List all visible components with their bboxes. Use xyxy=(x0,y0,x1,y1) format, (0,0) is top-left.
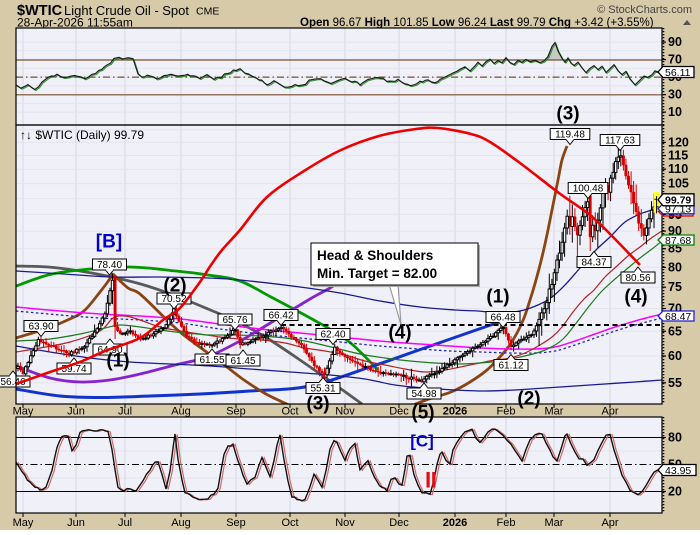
svg-text:Dec: Dec xyxy=(389,406,409,418)
svg-text:Aug: Aug xyxy=(171,517,191,529)
svg-text:2026: 2026 xyxy=(443,406,467,418)
svg-text:87.68: 87.68 xyxy=(665,235,691,247)
svg-text:Jul: Jul xyxy=(118,517,132,529)
svg-text:Apr: Apr xyxy=(601,517,618,529)
svg-text:May: May xyxy=(13,517,34,529)
svg-text:Feb: Feb xyxy=(497,406,516,418)
svg-text:Feb: Feb xyxy=(497,517,516,529)
svg-text:65.76: 65.76 xyxy=(222,315,247,326)
svg-text:43.95: 43.95 xyxy=(665,465,691,477)
svg-text:65: 65 xyxy=(668,324,682,338)
svg-text:54.98: 54.98 xyxy=(411,389,436,400)
svg-text:63.90: 63.90 xyxy=(28,322,53,333)
svg-text:Apr: Apr xyxy=(601,406,618,418)
svg-text:99.79: 99.79 xyxy=(665,195,691,207)
svg-text:[C]: [C] xyxy=(410,432,434,451)
svg-text:Jun: Jun xyxy=(67,406,85,418)
svg-text:84.37: 84.37 xyxy=(581,258,606,269)
svg-text:(5): (5) xyxy=(411,403,434,424)
svg-text:100.48: 100.48 xyxy=(573,184,604,195)
svg-text:97.13: 97.13 xyxy=(665,204,691,216)
svg-text:80.56: 80.56 xyxy=(625,273,650,284)
svg-text:55: 55 xyxy=(668,376,682,390)
svg-text:20: 20 xyxy=(668,485,682,499)
svg-text:© StockCharts.com: © StockCharts.com xyxy=(597,4,692,16)
svg-text:Mar: Mar xyxy=(545,517,564,529)
svg-text:90: 90 xyxy=(668,35,682,49)
svg-text:119.48: 119.48 xyxy=(555,130,585,141)
svg-text:75: 75 xyxy=(668,280,682,294)
svg-text:Sep: Sep xyxy=(226,517,246,529)
svg-text:66.48: 66.48 xyxy=(490,313,515,324)
svg-text:Sep: Sep xyxy=(226,406,246,418)
svg-text:(1): (1) xyxy=(486,287,509,308)
svg-text:CME: CME xyxy=(196,6,219,18)
svg-text:28-Apr-2026 11:55am: 28-Apr-2026 11:55am xyxy=(17,16,133,30)
svg-text:62.40: 62.40 xyxy=(320,330,345,341)
svg-text:56.46: 56.46 xyxy=(0,377,25,388)
svg-text:Jul: Jul xyxy=(118,406,132,418)
svg-text:61.55: 61.55 xyxy=(199,355,224,366)
svg-text:120: 120 xyxy=(668,135,689,149)
svg-text:Mar: Mar xyxy=(545,406,564,418)
svg-text:70: 70 xyxy=(668,53,682,67)
svg-text:78.40: 78.40 xyxy=(97,260,122,271)
svg-text:Aug: Aug xyxy=(171,406,191,418)
svg-text:(2): (2) xyxy=(163,276,186,297)
svg-text:Oct: Oct xyxy=(281,406,298,418)
svg-text:Dec: Dec xyxy=(389,517,409,529)
svg-text:117.63: 117.63 xyxy=(605,136,635,147)
svg-text:(2): (2) xyxy=(517,389,540,410)
svg-text:55.31: 55.31 xyxy=(310,384,335,395)
svg-text:Open 96.67 High 101.85 Low 96.: Open 96.67 High 101.85 Low 96.24 Last 99… xyxy=(300,17,654,29)
svg-text:Jun: Jun xyxy=(67,517,85,529)
svg-text:64.90: 64.90 xyxy=(97,345,122,356)
svg-text:105: 105 xyxy=(668,177,689,191)
svg-text:Oct: Oct xyxy=(281,517,298,529)
svg-text:66.42: 66.42 xyxy=(268,311,293,322)
svg-text:(1): (1) xyxy=(106,351,129,372)
svg-text:(4): (4) xyxy=(624,287,647,308)
svg-text:Nov: Nov xyxy=(335,517,355,529)
svg-text:60: 60 xyxy=(668,349,682,363)
svg-text:59.74: 59.74 xyxy=(61,364,86,375)
svg-text:61.12: 61.12 xyxy=(498,361,523,372)
svg-text:80: 80 xyxy=(668,260,682,274)
svg-text:2026: 2026 xyxy=(443,517,467,529)
svg-text:Min. Target = 82.00: Min. Target = 82.00 xyxy=(317,266,437,281)
svg-text:(3): (3) xyxy=(556,104,579,125)
svg-text:30: 30 xyxy=(668,88,682,102)
svg-text:[B]: [B] xyxy=(96,232,122,253)
svg-text:Nov: Nov xyxy=(335,406,355,418)
svg-text:(4): (4) xyxy=(388,323,411,344)
svg-text:May: May xyxy=(13,406,34,418)
svg-text:↑↓ $WTIC (Daily) 99.79: ↑↓ $WTIC (Daily) 99.79 xyxy=(20,128,144,142)
svg-text:70.52: 70.52 xyxy=(161,294,186,305)
svg-text:61.45: 61.45 xyxy=(230,356,255,367)
svg-text:(3): (3) xyxy=(306,394,329,415)
svg-text:56.11: 56.11 xyxy=(665,67,691,79)
svg-text:110: 110 xyxy=(668,162,688,176)
svg-text:10: 10 xyxy=(668,105,682,119)
svg-text:80: 80 xyxy=(668,431,682,445)
svg-text:Light Crude Oil - Spot: Light Crude Oil - Spot xyxy=(64,3,189,18)
svg-text:115: 115 xyxy=(668,149,688,163)
svg-text:Head & Shoulders: Head & Shoulders xyxy=(317,248,433,263)
svg-text:$WTIC: $WTIC xyxy=(17,3,63,19)
svg-text:68.47: 68.47 xyxy=(665,311,691,323)
